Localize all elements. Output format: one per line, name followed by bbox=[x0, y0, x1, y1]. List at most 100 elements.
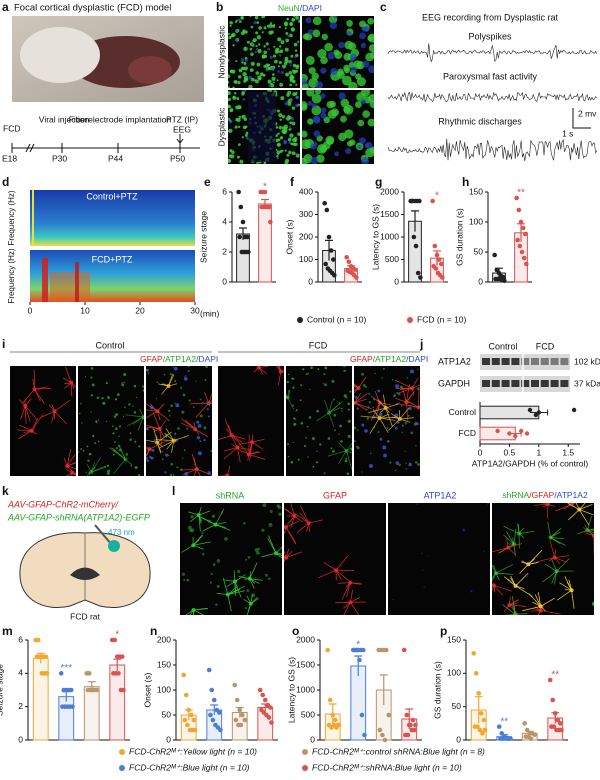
cell bbox=[269, 22, 273, 25]
y-axis-label: Seizure stage bbox=[0, 664, 4, 716]
process bbox=[388, 418, 401, 431]
x-tick-label: 30 bbox=[190, 305, 200, 315]
cell bbox=[300, 421, 304, 425]
micrograph bbox=[284, 503, 386, 615]
cell bbox=[97, 419, 100, 421]
legend-swatch bbox=[407, 317, 413, 323]
cell bbox=[368, 392, 371, 395]
cell bbox=[258, 43, 261, 46]
cell bbox=[94, 442, 97, 445]
process bbox=[193, 607, 208, 611]
cell bbox=[334, 151, 340, 157]
legend-label: FCD-ChR2ᴹ⁺:Blue light (n = 10) bbox=[129, 762, 250, 772]
soma bbox=[274, 551, 279, 556]
cell bbox=[381, 377, 383, 379]
error-bar bbox=[509, 430, 522, 437]
cell bbox=[279, 118, 282, 121]
cell bbox=[276, 142, 281, 147]
cell bbox=[182, 393, 186, 397]
cell bbox=[278, 113, 283, 118]
y-tick-label: 150 bbox=[447, 634, 461, 644]
process bbox=[354, 402, 373, 410]
cell bbox=[146, 427, 149, 431]
cell bbox=[255, 44, 258, 48]
process bbox=[323, 562, 337, 571]
ptz-line bbox=[32, 190, 34, 246]
data-point bbox=[524, 431, 530, 436]
process bbox=[551, 571, 558, 584]
x-tick-label: 0 bbox=[28, 305, 33, 315]
cell bbox=[306, 425, 309, 428]
cell bbox=[269, 509, 273, 513]
process bbox=[249, 578, 263, 581]
cell bbox=[210, 572, 213, 576]
data-point bbox=[475, 724, 480, 729]
cell bbox=[327, 51, 336, 60]
process bbox=[290, 503, 295, 517]
cell bbox=[90, 411, 92, 413]
cell bbox=[169, 473, 173, 476]
label: shRNA bbox=[216, 490, 245, 500]
cell bbox=[78, 412, 81, 415]
cell bbox=[354, 439, 356, 442]
cell bbox=[116, 393, 120, 396]
data-point bbox=[237, 234, 242, 240]
cell bbox=[234, 125, 238, 129]
process bbox=[41, 410, 55, 418]
soma bbox=[538, 604, 543, 609]
panel-letter: g bbox=[375, 175, 382, 189]
data-point bbox=[240, 219, 246, 225]
soma bbox=[410, 386, 415, 391]
cell bbox=[357, 119, 365, 127]
error-bar bbox=[239, 227, 247, 240]
process bbox=[54, 399, 71, 412]
process bbox=[540, 597, 555, 607]
cell bbox=[181, 572, 186, 576]
cell bbox=[354, 426, 357, 430]
process bbox=[189, 402, 209, 405]
cell bbox=[302, 103, 308, 111]
cell bbox=[292, 79, 296, 84]
cell bbox=[258, 77, 262, 81]
cell bbox=[332, 449, 335, 453]
cell bbox=[317, 49, 327, 59]
process bbox=[193, 468, 198, 476]
cell bbox=[250, 52, 254, 57]
process bbox=[248, 454, 266, 460]
cell bbox=[356, 407, 359, 410]
label: Fiberelectrode implantation bbox=[69, 114, 172, 124]
cell bbox=[276, 79, 279, 82]
data-point bbox=[382, 737, 388, 743]
process bbox=[376, 399, 386, 409]
data-point bbox=[238, 204, 244, 210]
y-tick-label: 100 bbox=[469, 216, 483, 226]
cell bbox=[362, 384, 366, 387]
cell bbox=[289, 33, 293, 38]
cell bbox=[134, 440, 137, 443]
label-part: GFAP bbox=[350, 354, 373, 364]
cell bbox=[274, 59, 278, 64]
bar bbox=[350, 665, 367, 741]
cell bbox=[114, 441, 116, 444]
legend-label: FCD-ChR2ᴹ⁺:Yellow light (n = 10) bbox=[129, 746, 257, 756]
cell bbox=[261, 54, 266, 59]
cell bbox=[231, 32, 236, 37]
error-bar bbox=[210, 704, 219, 715]
cell bbox=[228, 91, 231, 95]
y-axis-label: Onset (s) bbox=[284, 219, 294, 254]
cell bbox=[197, 423, 202, 428]
soma bbox=[141, 414, 144, 419]
cell bbox=[382, 445, 387, 450]
soma bbox=[526, 562, 531, 567]
legend-label: FCD (n = 10) bbox=[417, 314, 467, 324]
legend-swatch bbox=[297, 317, 303, 323]
cell bbox=[291, 27, 294, 30]
cell bbox=[242, 90, 247, 93]
process bbox=[223, 447, 238, 452]
process bbox=[503, 525, 520, 534]
cell bbox=[355, 396, 358, 399]
process bbox=[34, 388, 45, 404]
label: 37 kDa bbox=[574, 378, 600, 388]
cell bbox=[248, 84, 253, 88]
cell bbox=[296, 64, 300, 68]
